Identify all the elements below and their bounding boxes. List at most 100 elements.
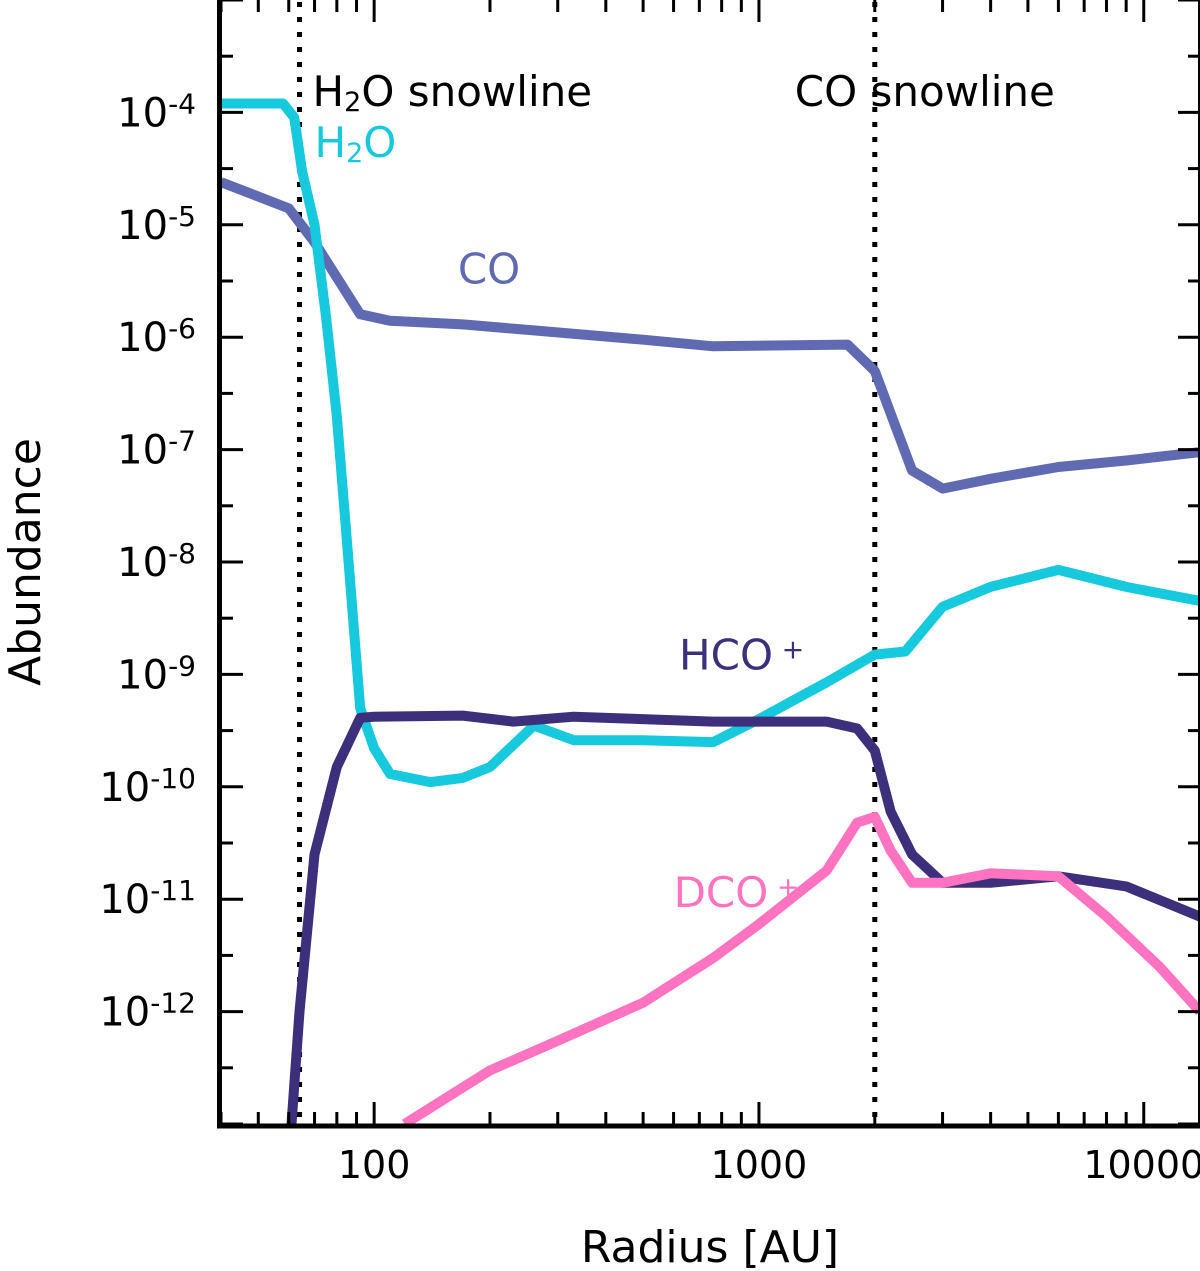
y-axis-label: Abundance [0, 438, 51, 686]
data-point-co [874, 370, 876, 372]
data-point-h2o [282, 103, 284, 104]
x-axis-label: Radius [AU] [581, 1222, 839, 1271]
y-tick-exponent: -8 [168, 537, 196, 570]
tick-labels: 100 1000 1000010-1210-1110-1010-910-810-71… [99, 88, 1200, 1187]
x-tick-label: 10000 [1083, 1143, 1200, 1187]
data-point-h2o [942, 606, 944, 608]
data-point-co [990, 478, 992, 480]
data-point-hco [990, 882, 992, 884]
text-part: DCO [674, 868, 769, 917]
data-point-dco [489, 1069, 491, 1071]
data-point-h2o [1125, 586, 1127, 588]
data-point-h2o [874, 654, 876, 656]
data-point-hco [336, 766, 338, 768]
y-tick-exponent: -9 [168, 650, 196, 683]
series-label-hco: HCO + [679, 631, 804, 680]
y-tick-label: 10-11 [99, 875, 196, 924]
data-point-co [359, 313, 361, 315]
superscript: + [773, 635, 804, 666]
data-point-co [642, 339, 644, 341]
data-point-co [1057, 466, 1059, 468]
y-tick-base: 10 [117, 203, 168, 249]
snowline-labels: H2O snowline CO snowline [313, 67, 1055, 118]
y-tick-label: 10-10 [99, 762, 196, 811]
text-part: HCO [679, 631, 773, 680]
data-point-dco [1159, 966, 1161, 968]
y-tick-label: 10-12 [99, 987, 196, 1036]
y-tick-label: 10-4 [117, 88, 196, 137]
superscript: + [768, 872, 799, 903]
data-point-h2o [573, 739, 575, 741]
data-point-dco [874, 816, 876, 818]
subscript: 2 [344, 87, 361, 118]
data-point-hco [874, 750, 876, 752]
data-point-co [911, 470, 913, 472]
data-point-h2o [712, 741, 714, 743]
data-point-co [462, 323, 464, 325]
snowlines [297, 2, 878, 1124]
y-tick-base: 10 [99, 990, 150, 1036]
data-point-h2o [489, 766, 491, 768]
x-tick-label: 100 [338, 1143, 411, 1187]
data-point-h2o [389, 773, 391, 775]
data-point-dco [942, 882, 944, 884]
data-point-hco [911, 854, 913, 855]
y-tick-label: 10-6 [117, 313, 196, 362]
series-label-h2o: H2O [315, 118, 397, 169]
data-point-co [712, 345, 714, 347]
data-point-h2o [826, 681, 828, 683]
y-tick-label: 10-8 [117, 537, 196, 586]
text-part: H [313, 67, 345, 116]
data-point-h2o [1057, 569, 1059, 571]
text-part: O [363, 118, 396, 167]
data-point-h2o [904, 651, 906, 652]
y-tick-base: 10 [117, 540, 168, 586]
data-point-h2o [336, 415, 338, 417]
data-point-dco [1106, 916, 1107, 918]
series-line-h2o [221, 98, 1200, 788]
data-point-h2o [462, 777, 464, 779]
y-tick-exponent: -11 [150, 875, 196, 908]
data-point-dco [758, 923, 760, 925]
text-part: CO snowline [795, 67, 1055, 116]
snowline-label-0: H2O snowline [313, 67, 593, 118]
data-point-h2o [301, 170, 303, 172]
y-tick-exponent: -12 [150, 987, 196, 1020]
data-point-hco [359, 717, 361, 719]
data-point-h2o [990, 586, 992, 588]
plot-frame [217, 0, 1200, 1129]
y-tick-exponent: -7 [168, 425, 196, 458]
data-point-h2o [359, 707, 361, 709]
text-part: O snowline [361, 67, 592, 116]
data-point-h2o [533, 725, 535, 727]
y-tick-base: 10 [117, 315, 168, 361]
data-point-dco [856, 822, 858, 824]
y-tick-base: 10 [99, 765, 150, 811]
data-point-co [533, 329, 535, 331]
y-tick-exponent: -5 [168, 200, 196, 233]
data-point-hco [462, 715, 464, 717]
y-tick-base: 10 [99, 877, 150, 923]
data-series [221, 98, 1200, 1124]
data-point-hco [712, 721, 714, 723]
y-tick-label: 10-9 [117, 650, 196, 699]
data-point-co [1125, 460, 1127, 461]
data-point-co [389, 320, 391, 322]
y-tick-label: 10-5 [117, 200, 196, 249]
data-point-dco [712, 957, 714, 959]
data-point-hco [314, 854, 315, 855]
series-label-dco: DCO + [674, 868, 800, 917]
data-point-hco [826, 721, 828, 723]
data-point-hco [373, 716, 375, 718]
data-point-co [894, 423, 895, 425]
data-point-dco [911, 882, 913, 884]
data-point-hco [512, 721, 514, 723]
y-tick-base: 10 [117, 90, 168, 136]
series-line-dco [401, 811, 1200, 1124]
data-point-co [847, 344, 849, 346]
data-point-h2o [642, 739, 644, 741]
series-line-co [221, 177, 1200, 494]
data-point-hco [856, 728, 858, 729]
